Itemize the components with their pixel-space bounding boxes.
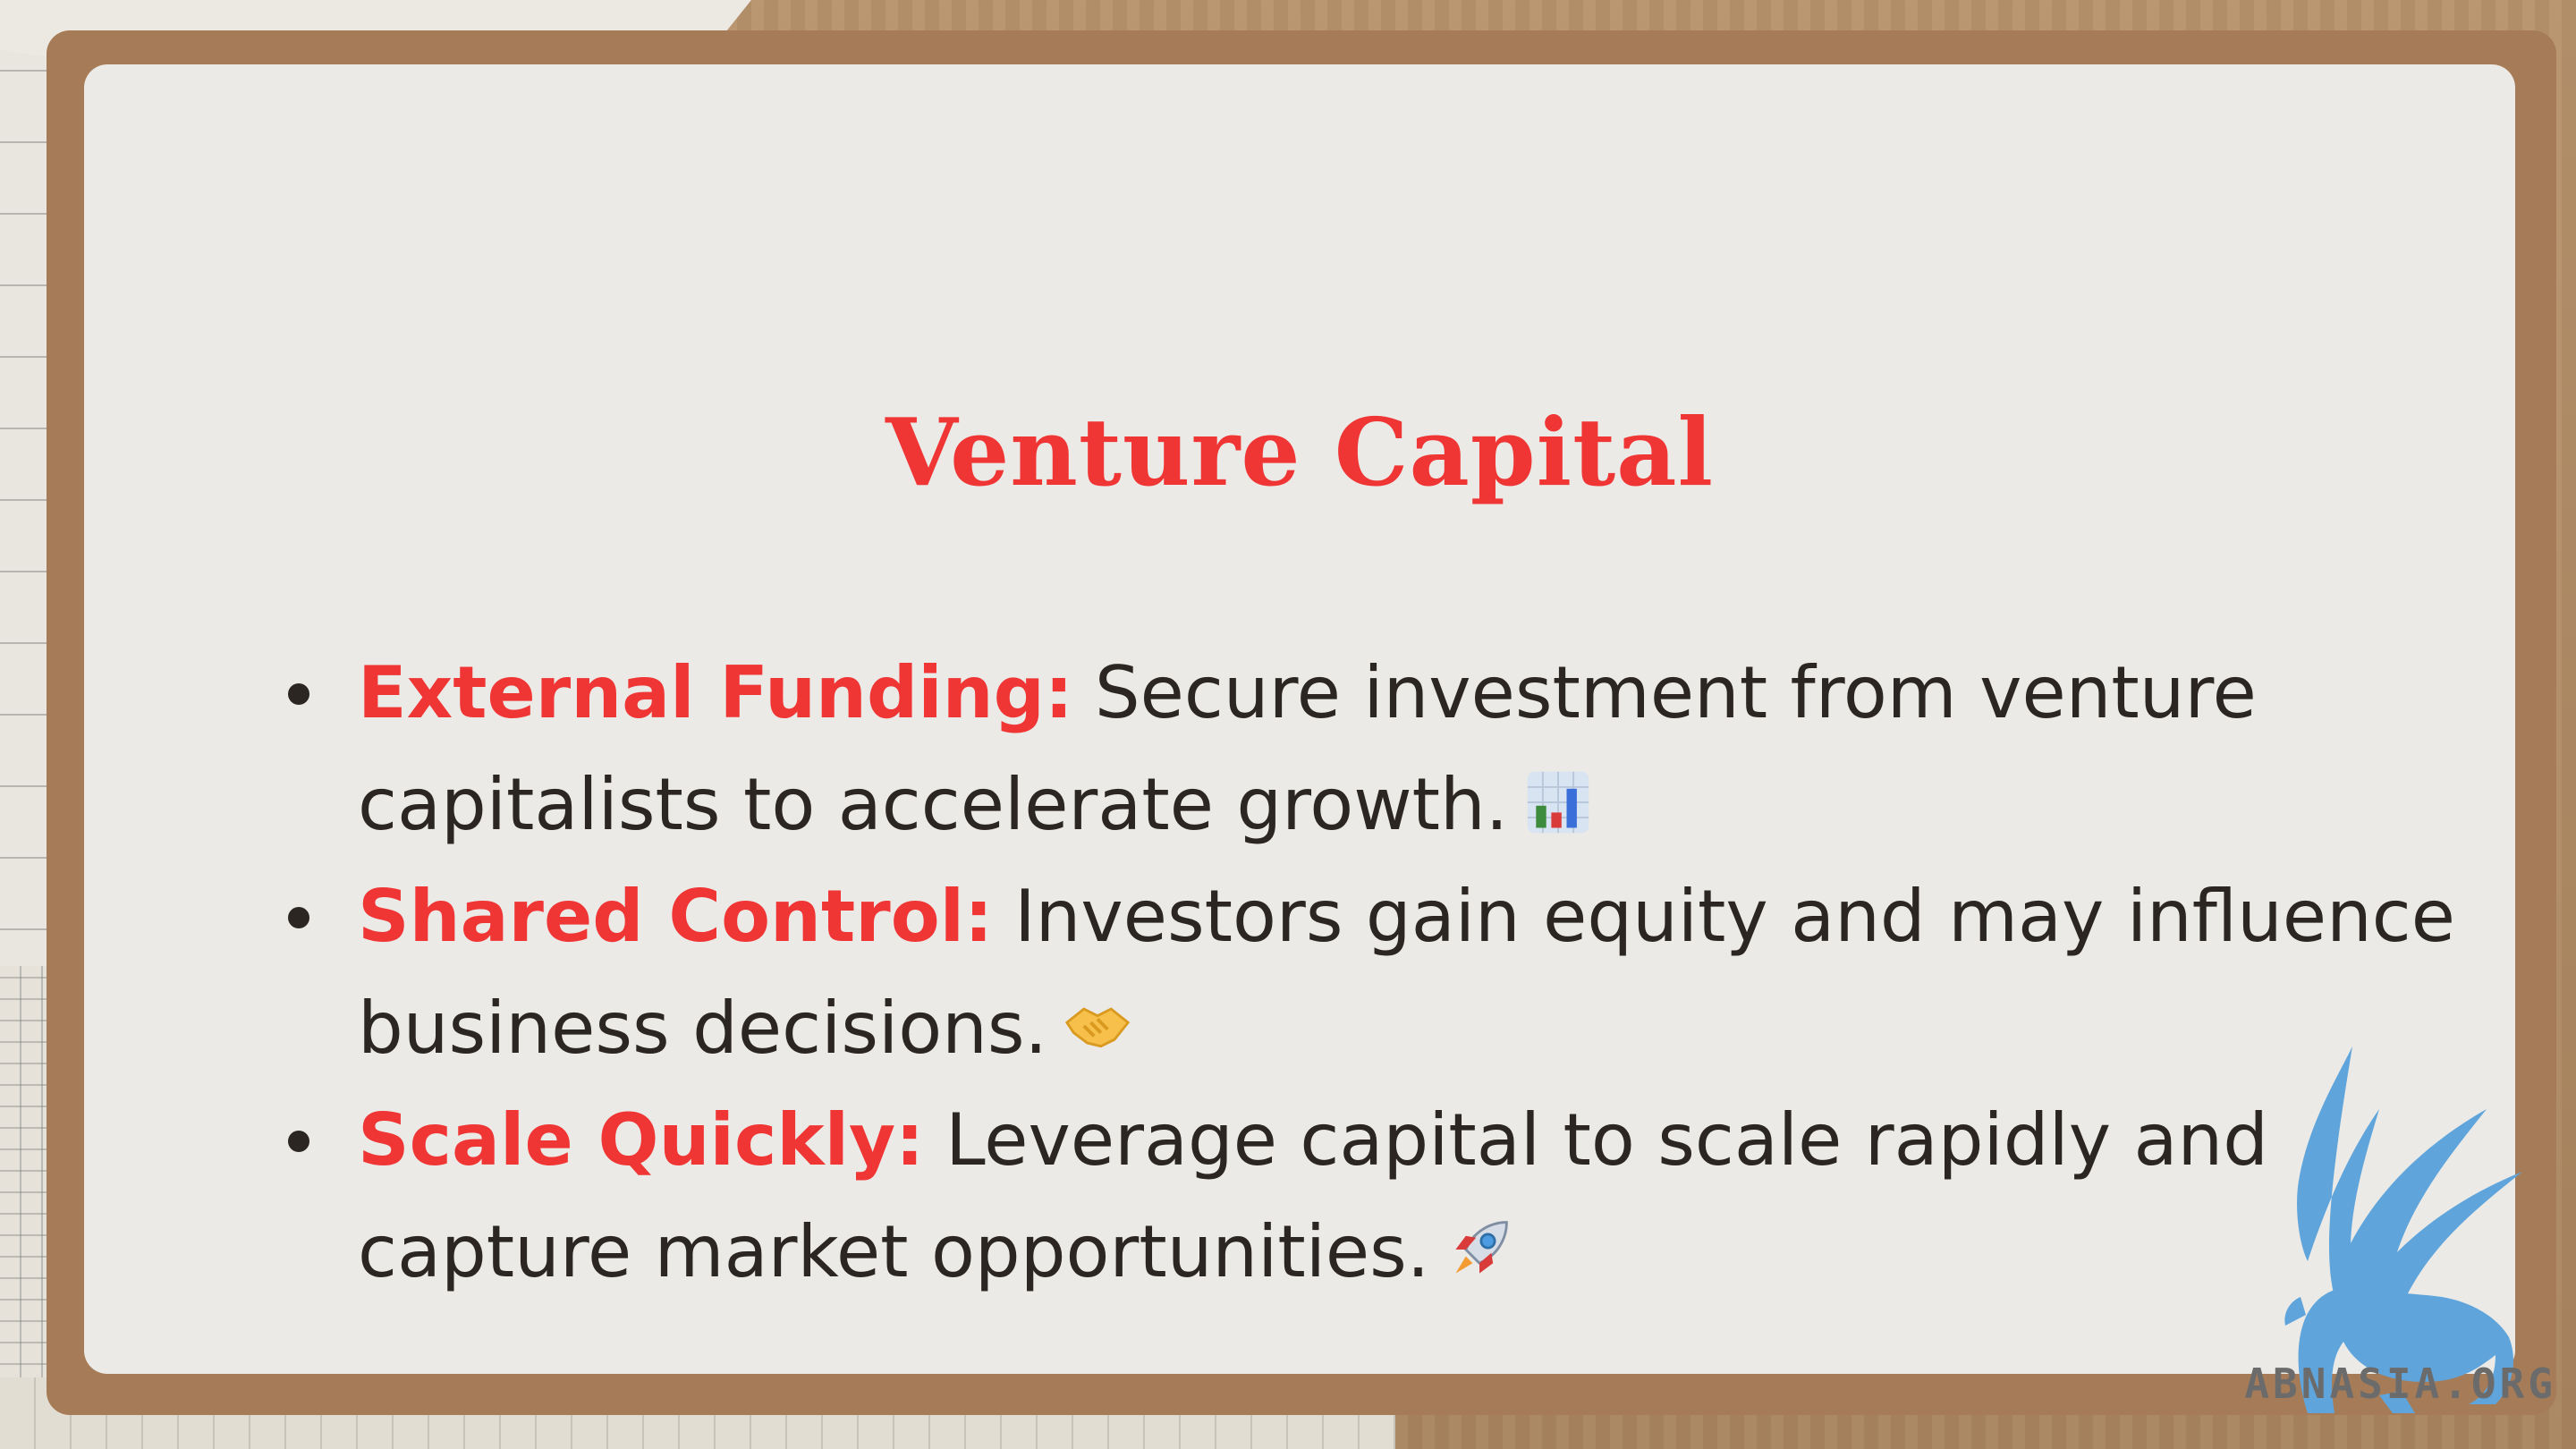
rocket-icon [1455,1221,1509,1274]
bullet-lead: Shared Control: [358,875,994,958]
bullet-dot [288,907,309,928]
watermark-text: ABNASIA.ORG [2244,1360,2556,1408]
bullet-item-shared-control: Shared Control: Investors gain equity and… [272,860,2562,1084]
slide-card: Venture Capital External Funding: Secure … [84,64,2515,1374]
bullet-dot [288,683,309,705]
bullet-text: Investors gain equity and may influence … [358,875,2455,1070]
bullet-text: Secure investment from venture capitalis… [358,651,2257,846]
bullet-lead: Scale Quickly: [358,1098,925,1182]
griffin-logo-icon [2284,1046,2522,1413]
slide-title: Venture Capital [885,397,1715,507]
bullet-text: Leverage capital to scale rapidly and ca… [358,1098,2268,1293]
handshake-icon [1064,1007,1131,1048]
bullet-lead: External Funding: [358,651,1073,734]
bullet-dot [288,1131,309,1152]
bullet-item-external-funding: External Funding: Secure investment from … [272,637,2562,860]
bullet-list: External Funding: Secure investment from … [272,637,2562,1308]
watermark: ABNASIA.ORG [2200,1029,2576,1449]
bar-chart-icon [1527,771,1589,834]
bullet-item-scale-quickly: Scale Quickly: Leverage capital to scale … [272,1084,2562,1308]
